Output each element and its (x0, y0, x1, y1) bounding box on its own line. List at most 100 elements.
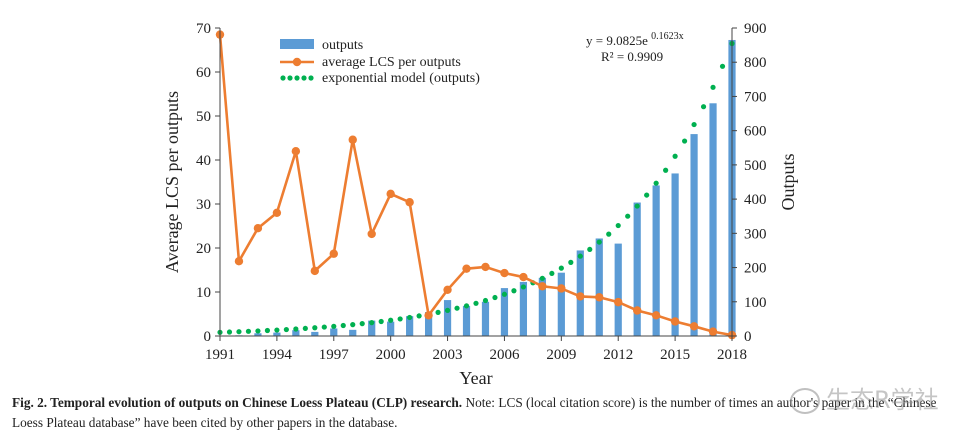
legend-label-lcs: average LCS per outputs (322, 55, 461, 70)
lcs-point-2002 (424, 311, 433, 320)
model-point (634, 203, 640, 209)
bar-1996 (311, 331, 319, 336)
model-point (587, 246, 593, 253)
model-point (511, 288, 517, 294)
y-left-tick-label: 70 (196, 21, 211, 37)
y-left-tick-label: 10 (196, 285, 211, 301)
model-point (245, 328, 252, 334)
equation-annotation: y = 9.0825e 0.1623x R² = 0.9909 (586, 31, 684, 64)
bar-1999 (368, 320, 376, 336)
lcs-point-2010 (576, 292, 585, 301)
r-squared-text: R² = 0.9909 (601, 49, 663, 64)
model-point (444, 307, 451, 313)
bar-1993 (254, 333, 262, 336)
legend-swatch-model-dot (280, 75, 286, 81)
legend-label-model: exponential model (outputs) (322, 71, 480, 86)
model-point (350, 322, 356, 328)
lcs-point-2001 (405, 198, 414, 207)
model-point (710, 84, 716, 90)
model-point (625, 213, 631, 219)
x-tick-label: 2012 (603, 347, 633, 363)
lcs-point-2004 (462, 264, 471, 273)
bar-2006 (500, 288, 509, 336)
lcs-point-1992 (234, 257, 244, 266)
model-point (264, 327, 271, 334)
bar-2000 (387, 321, 395, 336)
bar-2002 (424, 312, 433, 336)
model-point (359, 321, 365, 327)
model-point (672, 153, 678, 159)
legend-swatch-model-dot (294, 75, 300, 81)
model-point (321, 324, 327, 330)
y-right-tick-label: 200 (744, 261, 767, 277)
legend: outputs average LCS per outputsexponentia… (280, 38, 480, 86)
model-point (577, 253, 583, 259)
model-point (681, 138, 688, 144)
lcs-point-2017 (708, 327, 718, 336)
y-left-tick-label: 30 (196, 197, 211, 213)
bar-2008 (538, 277, 546, 336)
bar-2009 (557, 272, 565, 336)
legend-swatch-outputs (280, 39, 314, 49)
bar-2005 (481, 301, 490, 336)
x-tick-label: 2018 (717, 347, 747, 363)
bar-1994 (273, 332, 281, 336)
equation-prefix: y = 9.0825e (586, 33, 648, 48)
y-left-tick-label: 0 (204, 329, 212, 345)
model-point (615, 222, 621, 229)
model-point (388, 317, 394, 323)
model-point (293, 326, 299, 332)
y-right-tick-label: 300 (744, 226, 767, 242)
lcs-line (218, 34, 733, 337)
model-point (283, 326, 289, 333)
model-point (473, 300, 479, 306)
y-right-tick-label: 600 (744, 124, 767, 140)
y-right-tick-label: 400 (744, 192, 767, 208)
watermark: 生态R学社 (790, 380, 939, 415)
model-point (463, 303, 470, 309)
lcs-point-2003 (443, 285, 452, 294)
legend-swatch-model-dot (308, 75, 314, 81)
chart: 0102030405060700100200300400500600700800… (162, 21, 798, 388)
y-right-axis-title: Outputs (778, 153, 798, 210)
model-point (397, 316, 403, 322)
model-point (691, 121, 697, 128)
model-point (549, 270, 555, 277)
x-axis-title: Year (459, 368, 492, 388)
model-point (302, 325, 308, 332)
bar-2011 (595, 238, 603, 336)
y-left-tick-label: 50 (196, 109, 211, 125)
bar-2014 (652, 185, 660, 336)
lcs-point-2016 (689, 322, 699, 331)
lcs-point-2009 (557, 284, 566, 293)
bar-2001 (406, 316, 414, 336)
model-point (568, 259, 574, 265)
x-tick-label: 1994 (262, 347, 293, 363)
model-point (226, 329, 233, 335)
model-point (520, 284, 527, 290)
model-point (492, 294, 498, 301)
y-left-tick-label: 40 (196, 153, 211, 169)
bar-2013 (633, 202, 641, 336)
y-left-tick-label: 60 (196, 65, 211, 81)
lcs-point-1993 (253, 224, 263, 233)
model-point (416, 313, 422, 319)
lcs-point-2005 (481, 262, 490, 272)
lcs-point-2006 (500, 268, 509, 278)
lcs-point-2008 (538, 282, 547, 291)
y-right-tick-label: 900 (744, 21, 767, 37)
model-point (236, 329, 242, 335)
bar-2017 (709, 103, 717, 337)
model-point (558, 265, 564, 271)
model-point (501, 291, 508, 297)
lcs-point-2012 (614, 297, 623, 307)
model-point (539, 275, 545, 281)
bar-2012 (614, 243, 622, 336)
model-point (378, 318, 384, 325)
lcs-point-2013 (632, 306, 642, 315)
bar-2004 (462, 305, 471, 336)
y-right-tick-label: 100 (744, 295, 767, 311)
legend-swatch-lcs-marker (292, 57, 302, 67)
model-point (700, 104, 707, 110)
model-point (596, 239, 602, 245)
